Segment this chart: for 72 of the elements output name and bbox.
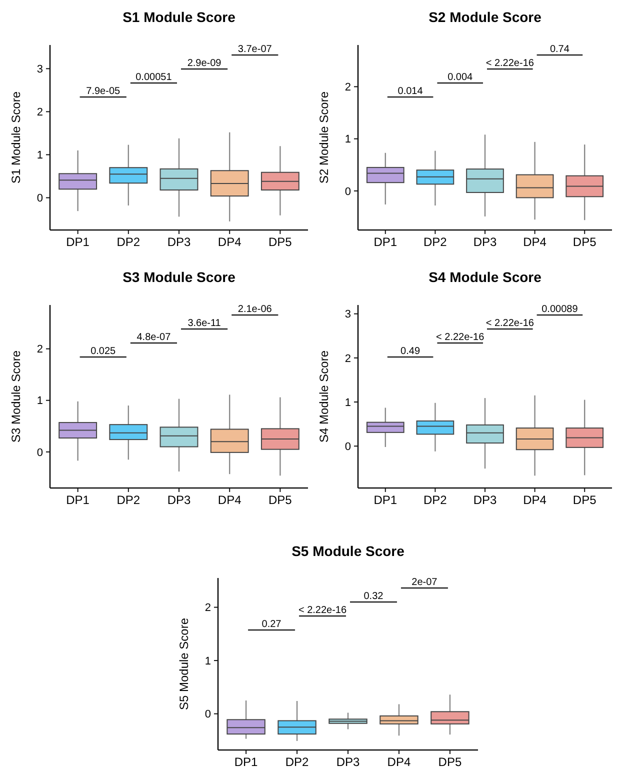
x-tick-label: DP3 — [167, 235, 191, 249]
annotation: 3.7e-07 — [238, 44, 272, 55]
annotation: 4.8e-07 — [136, 332, 172, 343]
x-tick-label: DP1 — [234, 755, 258, 769]
y-tick-label: 1 — [344, 134, 351, 146]
annotation: 0.27 — [262, 619, 282, 630]
x-tick-label: DP2 — [424, 493, 448, 507]
annotation: < 2.22e-16 — [486, 58, 534, 69]
x-tick-label: DP2 — [116, 235, 140, 249]
y-axis-title: S5 Module Score — [177, 618, 191, 710]
x-tick-label: DP4 — [218, 493, 242, 507]
x-tick-label: DP4 — [523, 493, 547, 507]
y-tick-label: 0 — [36, 446, 43, 459]
y-axis-title: S1 Module Score — [9, 91, 23, 184]
annotation: 0.00051 — [136, 72, 172, 83]
x-tick-label: DP2 — [285, 755, 310, 769]
chart-title: S4 Module Score — [428, 269, 542, 285]
chart-title: S3 Module Score — [122, 269, 236, 285]
annotation: < 2.22e-16 — [486, 318, 534, 329]
x-tick-label: DP3 — [473, 493, 497, 507]
y-tick-label: 2 — [344, 82, 351, 94]
y-axis-title: S2 Module Score — [317, 91, 331, 184]
y-axis-title: S3 Module Score — [9, 350, 23, 443]
annotation: 0.74 — [550, 44, 570, 55]
y-tick-label: 2 — [36, 106, 43, 119]
annotation: < 2.22e-16 — [436, 332, 485, 343]
y-tick-label: 1 — [36, 395, 43, 408]
annotation: 0.49 — [400, 346, 420, 357]
x-tick-label: DP1 — [66, 235, 90, 249]
y-tick-label: 1 — [344, 396, 351, 409]
y-tick-label: 0 — [204, 708, 211, 721]
x-tick-label: DP1 — [374, 493, 398, 507]
annotation: 0.00089 — [542, 304, 578, 315]
x-tick-label: DP5 — [572, 493, 597, 507]
x-tick-label: DP5 — [268, 493, 292, 507]
chart-title: S5 Module Score — [292, 543, 405, 559]
annotation: < 2.22e-16 — [298, 605, 347, 616]
x-tick-label: DP1 — [374, 235, 398, 249]
annotation: 2e-07 — [412, 577, 438, 588]
x-tick-label: DP5 — [268, 235, 292, 249]
x-tick-label: DP1 — [66, 493, 90, 507]
y-tick-label: 2 — [204, 602, 211, 614]
annotation: 0.32 — [364, 591, 384, 602]
y-tick-label: 3 — [36, 64, 43, 76]
y-axis-title: S4 Module Score — [317, 350, 331, 443]
y-tick-label: 2 — [36, 344, 43, 356]
annotation: 0.004 — [448, 72, 474, 83]
x-tick-label: DP5 — [572, 235, 597, 249]
x-tick-label: DP2 — [116, 493, 140, 507]
y-tick-label: 2 — [344, 352, 351, 365]
x-tick-label: DP3 — [473, 235, 497, 249]
annotation: 2.9e-09 — [187, 58, 222, 69]
annotation: 7.9e-05 — [86, 86, 121, 97]
x-tick-label: DP2 — [424, 235, 448, 249]
annotation: 0.014 — [398, 86, 424, 97]
annotation: 2.1e-06 — [238, 304, 272, 315]
y-tick-label: 1 — [36, 150, 43, 162]
chart-title: S2 Module Score — [428, 9, 542, 25]
y-tick-label: 1 — [204, 655, 211, 668]
x-tick-label: DP4 — [387, 755, 411, 769]
y-tick-label: 0 — [344, 186, 351, 198]
x-tick-label: DP3 — [336, 755, 360, 769]
x-tick-label: DP4 — [523, 235, 547, 249]
annotation: 3.6e-11 — [188, 318, 222, 329]
y-tick-label: 3 — [344, 308, 351, 321]
y-tick-label: 0 — [36, 192, 43, 205]
annotation: 0.025 — [90, 346, 116, 357]
y-tick-label: 0 — [344, 440, 351, 453]
x-tick-label: DP4 — [218, 235, 242, 249]
x-tick-label: DP3 — [167, 493, 191, 507]
chart-title: S1 Module Score — [122, 9, 236, 25]
x-tick-label: DP5 — [438, 755, 462, 769]
